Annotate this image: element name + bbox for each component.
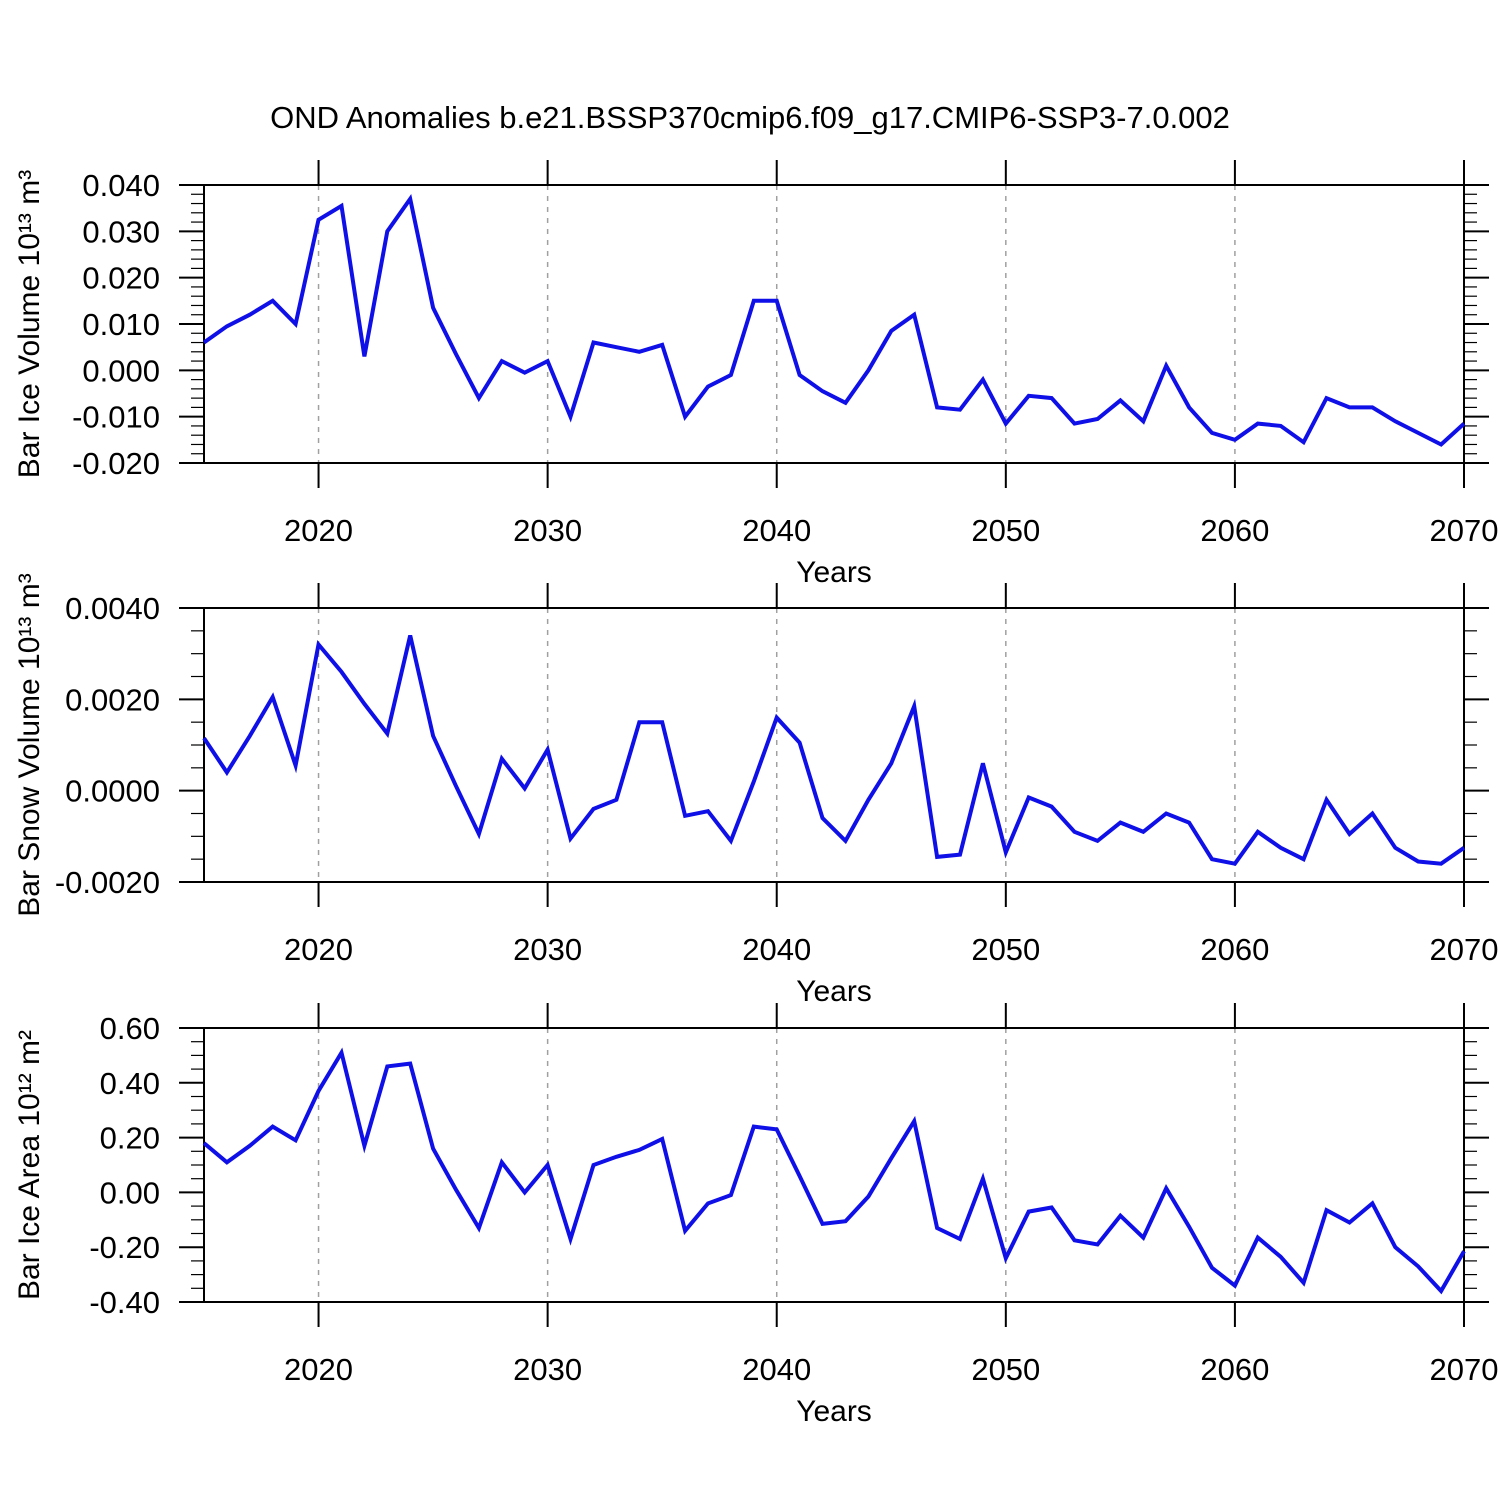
y-tick-label: -0.010: [72, 400, 160, 435]
y-tick-label: 0.040: [82, 168, 160, 203]
x-axis-title-panel1: Years: [796, 556, 872, 589]
figure-title: OND Anomalies b.e21.BSSP370cmip6.f09_g17…: [270, 100, 1230, 135]
x-axis-title-panel3: Years: [796, 1395, 872, 1428]
x-axis-title-panel2: Years: [796, 975, 872, 1008]
x-tick-label: 2070: [1430, 1352, 1499, 1387]
y-tick-label: -0.20: [89, 1230, 160, 1265]
y-tick-label: 0.00: [100, 1175, 160, 1210]
x-tick-label: 2070: [1430, 513, 1499, 548]
plot-frame: [203, 1027, 1465, 1303]
x-tick-label: 2020: [284, 932, 353, 967]
y-tick-label: 0.010: [82, 307, 160, 342]
y-tick-label: 0.40: [100, 1066, 160, 1101]
data-line: [202, 1047, 1466, 1295]
x-tick-label: 2040: [742, 513, 811, 548]
data-line: [202, 194, 1466, 447]
y-tick-label: 0.0000: [65, 774, 160, 809]
x-tick-label: 2050: [971, 1352, 1040, 1387]
x-tick-label: 2040: [742, 1352, 811, 1387]
y-tick-label: 0.0040: [65, 591, 160, 626]
y-axis-title-snow-volume: Bar Snow Volume 10¹³ m³: [13, 573, 46, 917]
y-axis-title-ice-volume: Bar Ice Volume 10¹³ m³: [13, 169, 46, 479]
x-tick-label: 2030: [513, 932, 582, 967]
y-tick-label: -0.40: [89, 1285, 160, 1320]
y-axis-title-ice-area: Bar Ice Area 10¹² m²: [13, 1029, 46, 1301]
plot-frame: [203, 607, 1465, 883]
x-tick-label: 2030: [513, 1352, 582, 1387]
x-tick-label: 2070: [1430, 932, 1499, 967]
y-tick-label: 0.030: [82, 214, 160, 249]
x-tick-label: 2060: [1200, 1352, 1269, 1387]
x-tick-label: 2030: [513, 513, 582, 548]
y-tick-label: 0.60: [100, 1011, 160, 1046]
x-tick-label: 2060: [1200, 932, 1269, 967]
y-tick-label: 0.000: [82, 353, 160, 388]
x-tick-label: 2020: [284, 1352, 353, 1387]
x-tick-label: 2020: [284, 513, 353, 548]
y-tick-label: 0.020: [82, 261, 160, 296]
data-line: [202, 634, 1466, 866]
x-tick-label: 2050: [971, 932, 1040, 967]
x-tick-label: 2050: [971, 513, 1040, 548]
plot-frame: [203, 184, 1465, 464]
y-tick-label: 0.20: [100, 1121, 160, 1156]
y-tick-label: 0.0020: [65, 682, 160, 717]
y-tick-label: -0.0020: [55, 865, 160, 900]
x-tick-label: 2060: [1200, 513, 1269, 548]
y-tick-label: -0.020: [72, 446, 160, 481]
x-tick-label: 2040: [742, 932, 811, 967]
